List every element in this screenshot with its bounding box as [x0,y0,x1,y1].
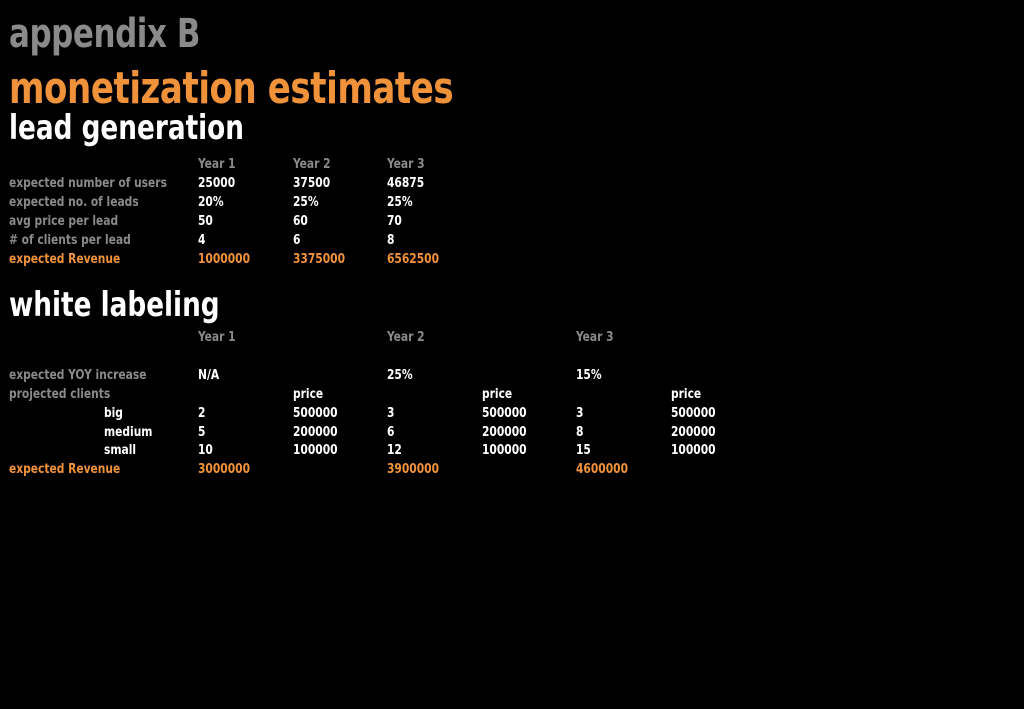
wl-clients-cell: 10 [198,442,213,458]
lead-row-label: avg price per lead [9,213,119,229]
wl-clients-cell: 3 [576,405,584,421]
monetization-title: monetization estimates [9,63,454,114]
lead-cell: 50 [198,213,213,229]
lead-header-year-2: Year 2 [293,156,331,172]
white-labeling-heading: white labeling [9,285,220,325]
wl-price-cell: 200000 [482,424,527,440]
lead-header-year-3: Year 3 [387,156,425,172]
wl-header-year-3: Year 3 [576,329,614,345]
lead-cell: 4 [198,232,206,248]
wl-tier-label: small [104,442,137,458]
lead-cell: 8 [387,232,395,248]
lead-revenue-cell: 6562500 [387,251,440,267]
lead-row-label: expected no. of leads [9,194,139,210]
lead-cell: 25% [293,194,319,210]
lead-cell: 60 [293,213,308,229]
lead-cell: 70 [387,213,402,229]
wl-price-cell: 100000 [671,442,716,458]
wl-price-header: price [293,386,324,402]
wl-price-cell: 500000 [293,405,338,421]
wl-tier-label: medium [104,424,153,440]
lead-revenue-label: expected Revenue [9,251,121,267]
wl-projected-label: projected clients [9,386,111,402]
lead-cell: 20% [198,194,224,210]
wl-price-cell: 500000 [482,405,527,421]
lead-generation-heading: lead generation [9,108,244,148]
wl-clients-cell: 15 [576,442,591,458]
wl-price-cell: 100000 [482,442,527,458]
wl-header-year-1: Year 1 [198,329,236,345]
wl-price-cell: 100000 [293,442,338,458]
wl-price-cell: 200000 [293,424,338,440]
lead-cell: 46875 [387,175,425,191]
wl-clients-cell: 3 [387,405,395,421]
wl-tier-label: big [104,405,123,421]
wl-clients-cell: 2 [198,405,206,421]
wl-yoy-label: expected YOY increase [9,367,147,383]
lead-cell: 25% [387,194,413,210]
wl-clients-cell: 5 [198,424,206,440]
lead-revenue-cell: 1000000 [198,251,251,267]
lead-cell: 25000 [198,175,236,191]
lead-row-label: expected number of users [9,175,167,191]
wl-yoy-cell: N/A [198,367,220,383]
appendix-title: appendix B [9,11,200,57]
wl-revenue-cell: 3000000 [198,461,251,477]
wl-clients-cell: 12 [387,442,402,458]
wl-clients-cell: 8 [576,424,584,440]
wl-price-header: price [482,386,513,402]
lead-row-label: # of clients per lead [9,232,131,248]
lead-cell: 6 [293,232,301,248]
wl-revenue-cell: 3900000 [387,461,440,477]
lead-cell: 37500 [293,175,331,191]
lead-revenue-cell: 3375000 [293,251,346,267]
wl-revenue-cell: 4600000 [576,461,629,477]
wl-header-year-2: Year 2 [387,329,425,345]
wl-yoy-cell: 25% [387,367,413,383]
wl-clients-cell: 6 [387,424,395,440]
wl-price-cell: 500000 [671,405,716,421]
lead-header-year-1: Year 1 [198,156,236,172]
wl-yoy-cell: 15% [576,367,602,383]
wl-revenue-label: expected Revenue [9,461,121,477]
wl-price-header: price [671,386,702,402]
wl-price-cell: 200000 [671,424,716,440]
